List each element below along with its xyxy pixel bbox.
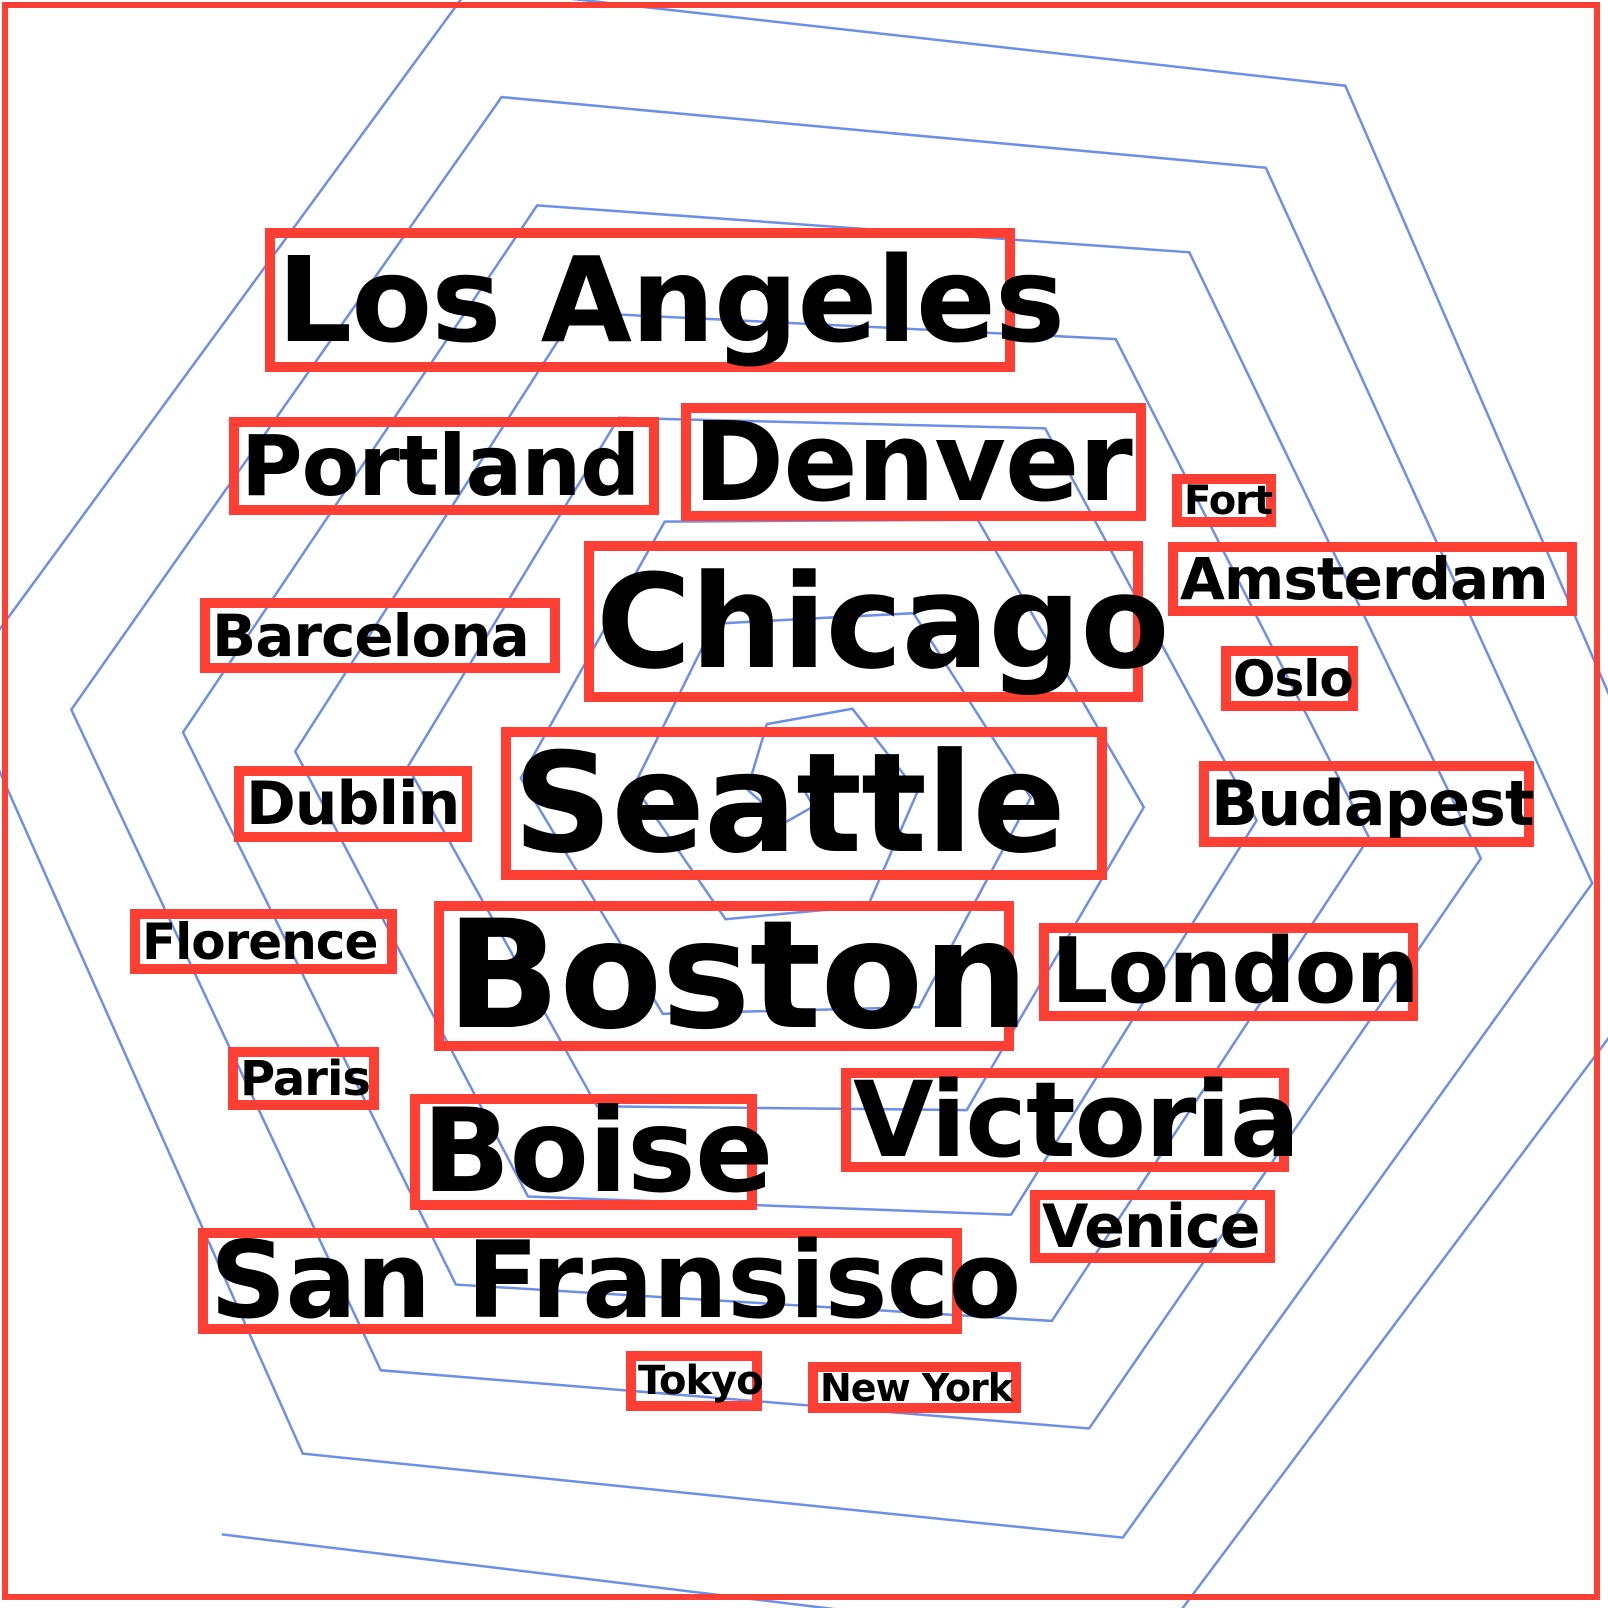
word-amsterdam: Amsterdam <box>1168 542 1577 616</box>
word-barcelona: Barcelona <box>200 598 560 673</box>
word-venice: Venice <box>1030 1190 1275 1263</box>
word-boston: Boston <box>434 901 1029 1051</box>
word-dublin: Dublin <box>234 766 472 842</box>
word-tokyo: Tokyo <box>626 1351 764 1411</box>
word-san-fransisco: San Fransisco <box>198 1228 1021 1334</box>
word-florence: Florence <box>130 909 397 974</box>
word-boise: Boise <box>410 1094 774 1210</box>
word-portland: Portland <box>229 417 659 515</box>
word-oslo: Oslo <box>1221 646 1358 711</box>
word-victoria: Victoria <box>841 1068 1300 1172</box>
word-chicago: Chicago <box>584 541 1170 702</box>
word-new-york: New York <box>808 1362 1021 1413</box>
word-london: London <box>1039 923 1420 1021</box>
word-denver: Denver <box>681 403 1146 521</box>
word-paris: Paris <box>228 1047 379 1110</box>
word-los-angeles: Los Angeles <box>265 228 1065 372</box>
word-budapest: Budapest <box>1199 761 1535 847</box>
word-fort: Fort <box>1172 474 1276 527</box>
word-seattle: Seattle <box>501 727 1107 880</box>
